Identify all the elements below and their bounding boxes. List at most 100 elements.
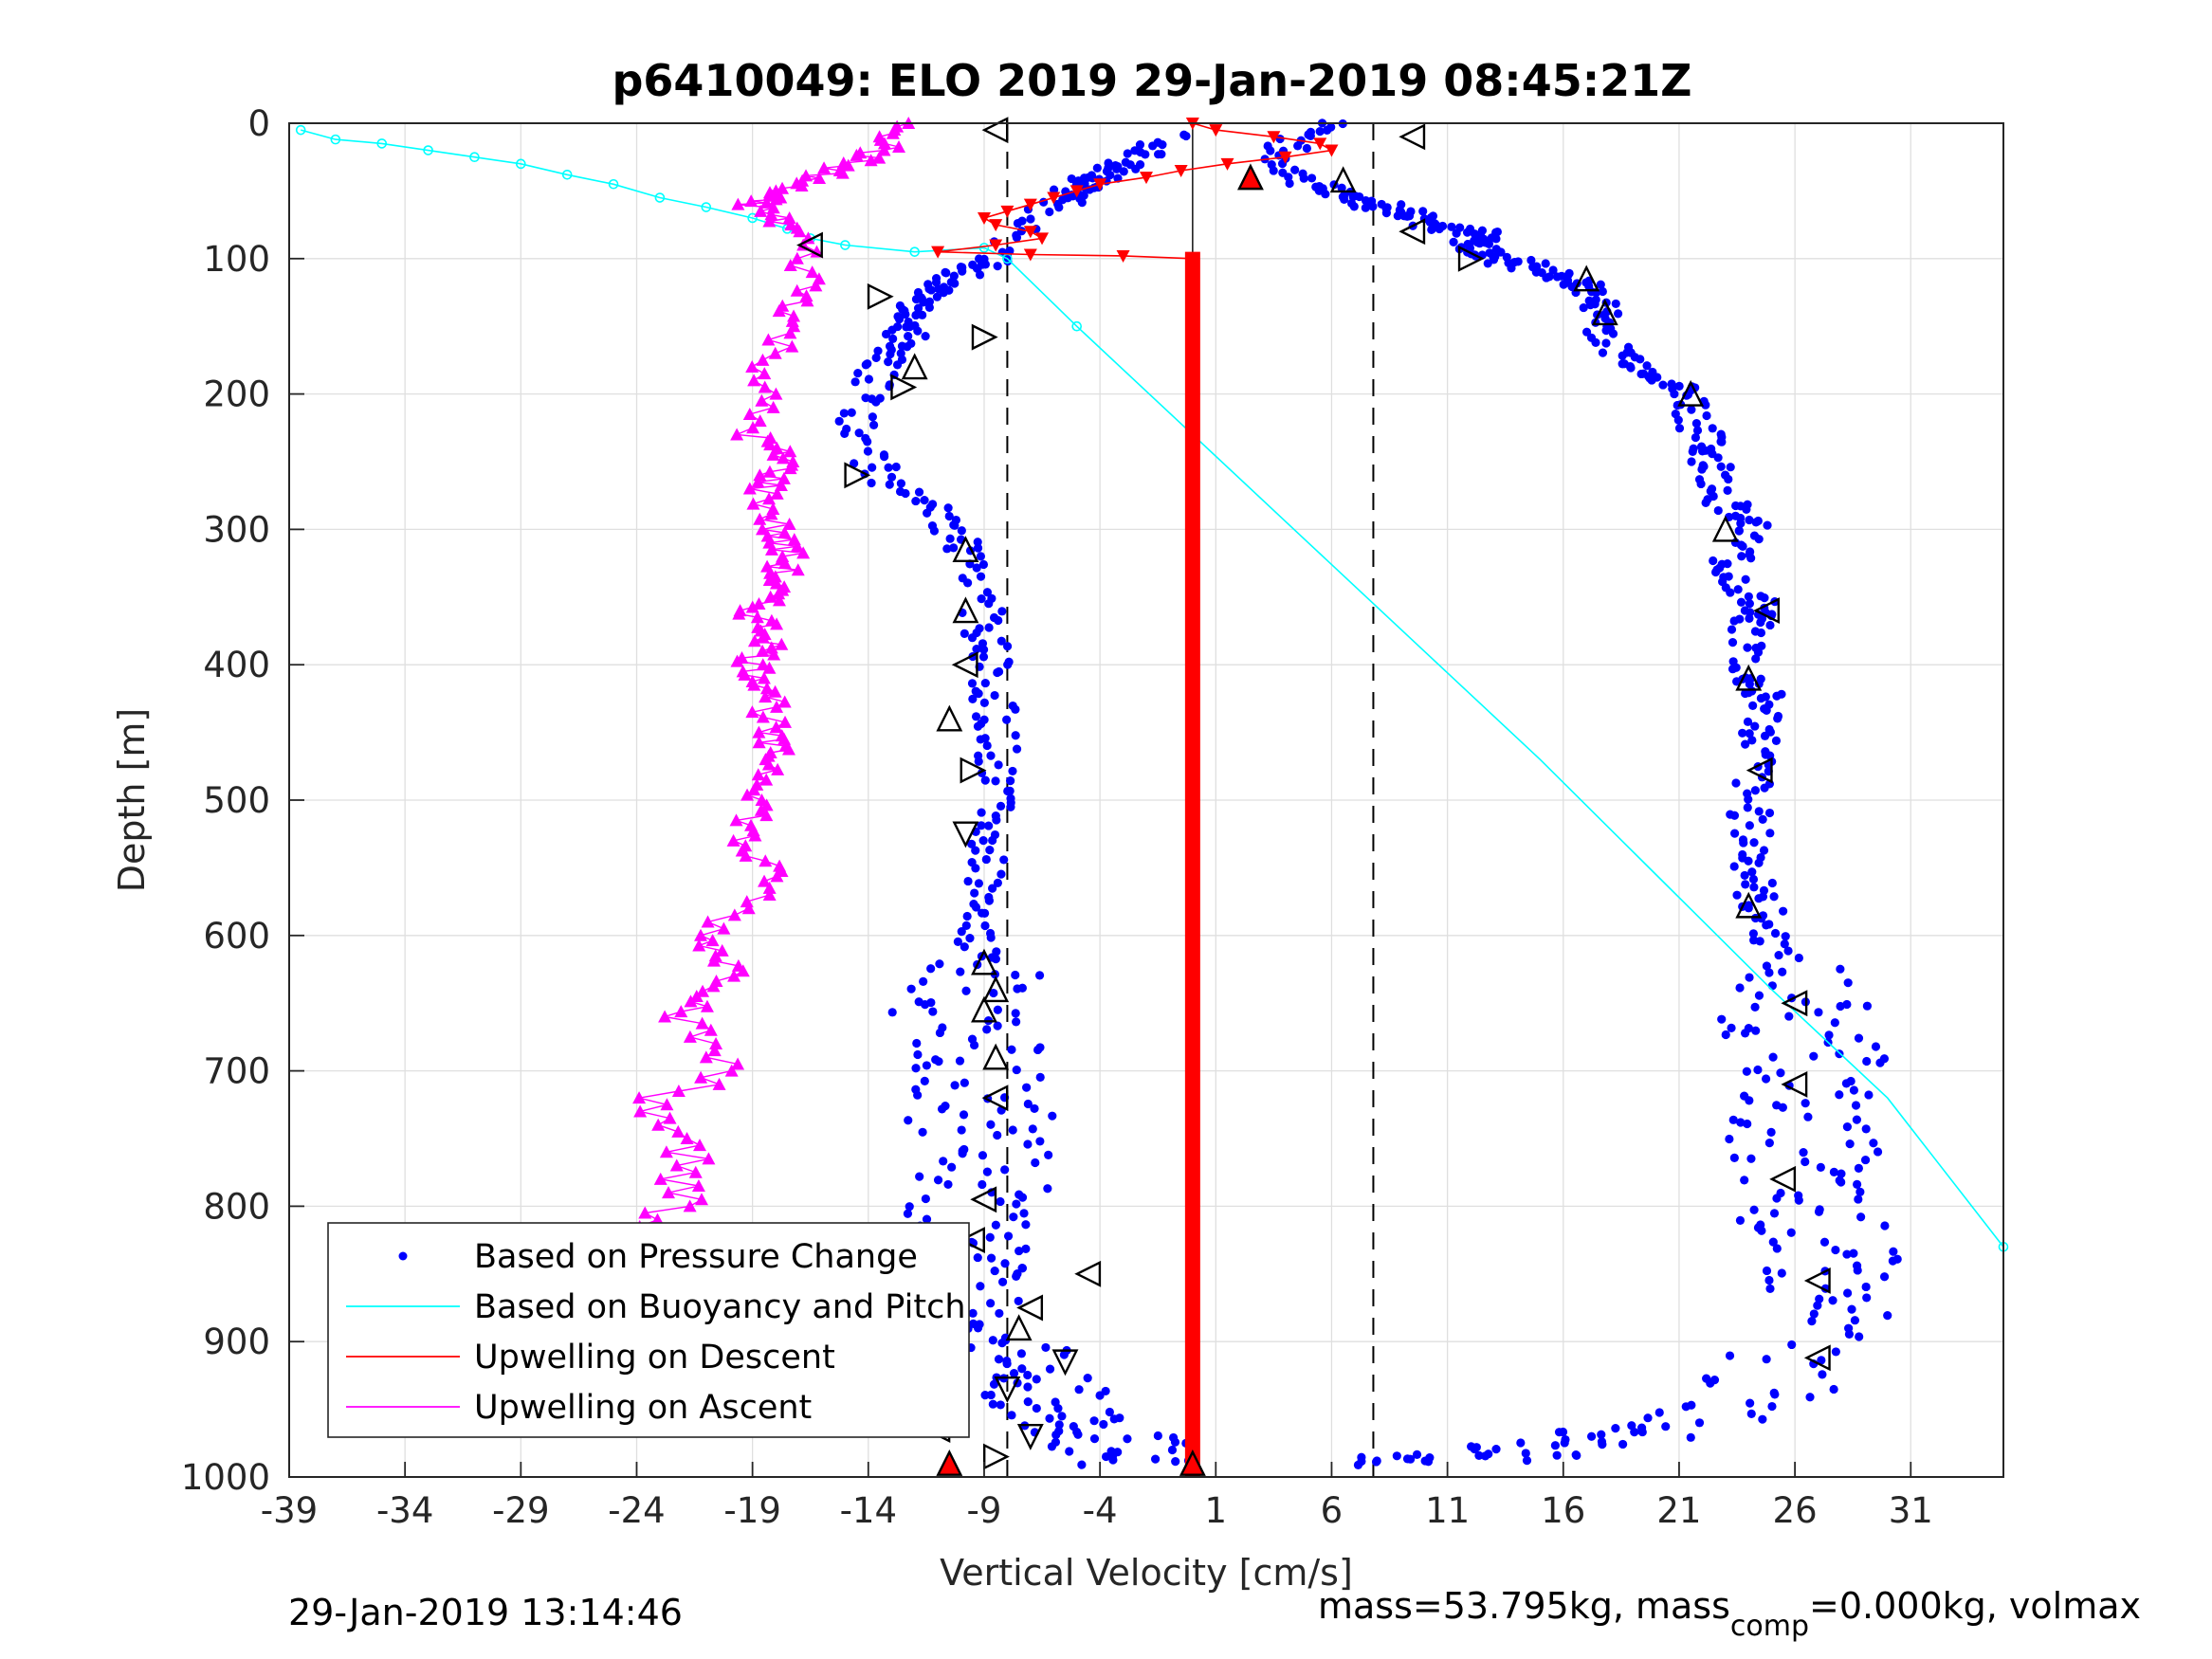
pressure-change-point (906, 984, 916, 994)
pressure-change-point (1847, 1304, 1856, 1314)
pressure-change-point (1880, 1221, 1890, 1231)
event-marker (959, 1227, 985, 1254)
event-marker (952, 536, 979, 563)
pressure-change-point (834, 416, 844, 426)
pressure-change-point (1051, 1430, 1061, 1440)
upwelling-descent-point (1174, 164, 1188, 177)
pressure-change-point (1736, 519, 1746, 528)
pressure-change-point (911, 1064, 921, 1073)
pressure-change-point (1783, 946, 1793, 956)
pressure-change-point (1077, 1460, 1087, 1469)
pressure-change-point (991, 1220, 1000, 1230)
pressure-change-point (1490, 252, 1500, 262)
pressure-change-point (1321, 190, 1330, 199)
pressure-change-point (991, 954, 1000, 964)
pressure-change-point (980, 1391, 990, 1400)
pressure-change-point (1710, 567, 1721, 577)
pressure-change-point (1157, 149, 1166, 159)
event-marker (982, 1043, 1010, 1070)
pressure-change-point (1015, 1190, 1024, 1199)
pressure-change-point (1855, 1332, 1864, 1341)
pressure-change-point (839, 409, 849, 418)
pressure-change-point (1738, 728, 1747, 738)
pressure-change-point (976, 572, 986, 581)
pressure-change-point (1732, 890, 1742, 900)
pressure-change-point (1815, 1205, 1824, 1214)
pressure-change-point (959, 1110, 969, 1120)
pressure-change-point (1745, 613, 1754, 623)
x-tick-label: -34 (376, 1490, 433, 1531)
x-tick-label: 1 (1205, 1490, 1228, 1531)
pressure-change-point (906, 338, 916, 348)
pressure-change-point (996, 636, 1006, 646)
pressure-change-point (915, 1172, 924, 1181)
buoyancy-pitch-point (701, 202, 712, 212)
pressure-change-point (1008, 701, 1017, 711)
pressure-change-point (861, 360, 870, 370)
pressure-change-point (1888, 1256, 1897, 1266)
pressure-change-point (1121, 157, 1130, 167)
event-marker (971, 948, 997, 975)
pressure-change-point (1597, 1437, 1607, 1447)
pressure-change-point (1674, 381, 1684, 391)
pressure-change-point (1861, 1124, 1871, 1134)
event-marker (1781, 990, 1808, 1017)
y-tick-label: 800 (203, 1186, 270, 1227)
pressure-change-point (1766, 1127, 1776, 1137)
pressure-change-point (1735, 983, 1745, 993)
pressure-change-point (1092, 163, 1102, 173)
footer-mass-prefix: mass=53.795kg, mass (1318, 1585, 1730, 1627)
pressure-change-point (1016, 1349, 1026, 1358)
pressure-change-point (1363, 200, 1373, 210)
pressure-change-point (1151, 1454, 1161, 1464)
pressure-change-point (926, 964, 936, 974)
pressure-change-point (1026, 214, 1035, 224)
pressure-change-point (913, 303, 923, 313)
pressure-change-point (1740, 1029, 1750, 1038)
pressure-change-point (980, 678, 990, 688)
pressure-change-point (1691, 432, 1700, 443)
footer-mass-suffix: =0.000kg, volmax (1809, 1585, 2141, 1627)
pressure-change-point (992, 947, 1001, 957)
pressure-change-point (1729, 1153, 1739, 1162)
pressure-change-point (1786, 1228, 1796, 1237)
pressure-change-point (1557, 271, 1566, 281)
pressure-change-point (842, 424, 851, 434)
pressure-change-point (982, 1025, 992, 1034)
pressure-change-point (1727, 1023, 1736, 1032)
pressure-change-point (1337, 183, 1346, 192)
event-marker (1051, 1349, 1079, 1376)
pressure-change-point (1006, 776, 1015, 786)
pressure-change-point (976, 1282, 985, 1291)
pressure-change-point (993, 878, 1002, 887)
pressure-change-point (1815, 1294, 1824, 1304)
pressure-change-point (1729, 811, 1740, 820)
pressure-change-point (1751, 654, 1761, 664)
pressure-change-point (1829, 1167, 1838, 1177)
pressure-change-point (1741, 739, 1750, 749)
pressure-change-point (911, 496, 921, 506)
pressure-change-point (1849, 1085, 1858, 1095)
pressure-change-point (1736, 597, 1746, 607)
pressure-change-point (1772, 1244, 1782, 1253)
event-marker (1781, 1070, 1808, 1098)
event-marker (981, 1085, 1009, 1112)
pressure-change-point (1853, 1266, 1862, 1275)
pressure-change-point (1371, 1457, 1381, 1467)
pressure-change-point (1637, 1427, 1647, 1437)
buoyancy-pitch-point (608, 178, 619, 190)
event-marker (1735, 891, 1763, 919)
pressure-change-point (971, 712, 981, 721)
pressure-change-point (985, 846, 995, 855)
pressure-change-point (1017, 1264, 1027, 1273)
pressure-change-point (963, 876, 973, 886)
pressure-change-point (1744, 903, 1753, 913)
pressure-change-point (1290, 165, 1300, 174)
y-tick-label: 400 (203, 645, 270, 685)
pressure-change-point (988, 884, 997, 893)
pressure-change-point (861, 393, 870, 403)
pressure-change-point (1733, 585, 1743, 594)
upwelling-descent-point (1267, 131, 1281, 144)
pressure-change-point (847, 408, 856, 417)
pressure-change-point (1266, 146, 1275, 155)
